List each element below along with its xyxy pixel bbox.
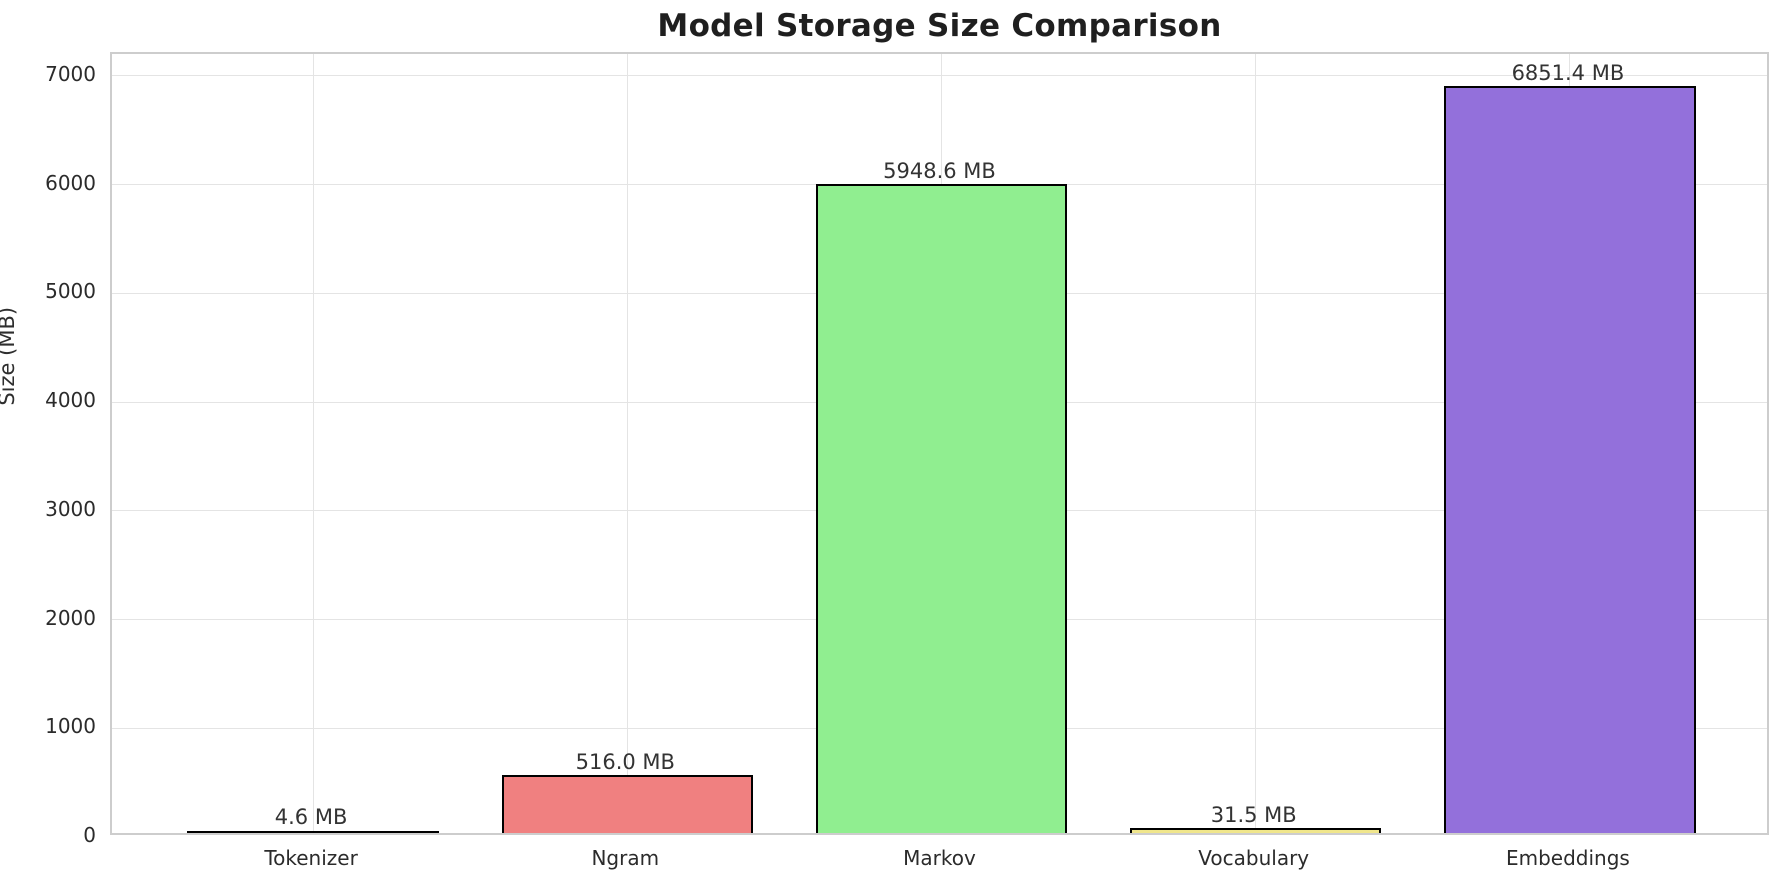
bar-value-label-embeddings: 6851.4 MB bbox=[1511, 60, 1625, 85]
y-tick-label: 3000 bbox=[45, 496, 96, 521]
x-tick-label-ngram: Ngram bbox=[591, 846, 660, 870]
bar-vocabulary bbox=[1130, 827, 1382, 833]
y-tick-label: 0 bbox=[83, 823, 96, 847]
bar-value-label-markov: 5948.6 MB bbox=[883, 159, 996, 184]
bar-ngram bbox=[501, 774, 753, 833]
y-tick-label: 1000 bbox=[45, 714, 96, 739]
bar-value-label-vocabulary: 31.5 MB bbox=[1210, 802, 1297, 827]
y-tick-label: 6000 bbox=[45, 170, 96, 195]
bar-tokenizer bbox=[187, 830, 439, 833]
y-tick-label: 2000 bbox=[45, 605, 96, 630]
x-tick-label-vocabulary: Vocabulary bbox=[1198, 846, 1310, 870]
y-tick-label: 7000 bbox=[45, 61, 96, 86]
gridline-v-ngram bbox=[626, 54, 628, 833]
chart-title: Model Storage Size Comparison bbox=[657, 8, 1222, 44]
bar-embeddings bbox=[1444, 85, 1696, 833]
gridline-h-7000 bbox=[112, 75, 1767, 77]
x-tick-label-tokenizer: Tokenizer bbox=[264, 846, 358, 870]
gridline-v-tokenizer bbox=[312, 54, 314, 833]
bar-value-label-ngram: 516.0 MB bbox=[575, 749, 675, 774]
bar-value-label-tokenizer: 4.6 MB bbox=[274, 805, 348, 830]
gridline-v-vocabulary bbox=[1255, 54, 1257, 833]
x-tick-label-embeddings: Embeddings bbox=[1505, 846, 1630, 870]
plot-area bbox=[110, 52, 1769, 835]
x-tick-label-markov: Markov bbox=[903, 846, 976, 870]
bar-markov bbox=[815, 184, 1068, 833]
y-tick-label: 5000 bbox=[45, 279, 96, 304]
y-tick-label: 4000 bbox=[45, 388, 96, 412]
